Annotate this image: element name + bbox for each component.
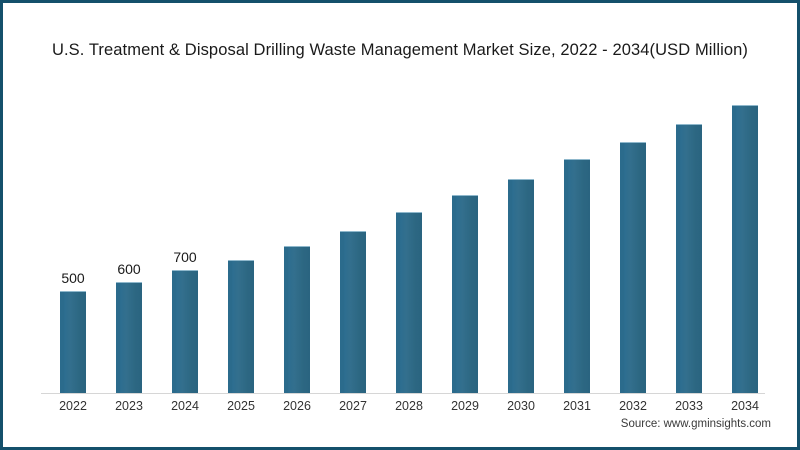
x-axis-tick-label: 2028 [395, 399, 423, 413]
bar[interactable] [508, 178, 534, 394]
x-axis-tick-label: 2024 [171, 399, 199, 413]
plot-area: 500 600 700 [41, 91, 765, 394]
bar-slot [549, 91, 605, 394]
bar[interactable] [732, 104, 758, 394]
x-axis-line [41, 393, 765, 394]
x-axis-tick-label: 2034 [731, 399, 759, 413]
bar[interactable] [228, 260, 254, 394]
bar-value-label: 700 [173, 249, 197, 266]
x-axis-tick-label: 2033 [675, 399, 703, 413]
x-axis-tick-label: 2027 [339, 399, 367, 413]
bar-slot [437, 91, 493, 394]
bar-slot [213, 91, 269, 394]
bar[interactable] [116, 281, 142, 394]
x-axis-tick-label: 2032 [619, 399, 647, 413]
bar[interactable] [172, 270, 198, 394]
x-axis-tick-label: 2030 [507, 399, 535, 413]
x-axis-tick-label: 2029 [451, 399, 479, 413]
bar[interactable] [60, 291, 86, 394]
x-axis-tick-label: 2022 [59, 399, 87, 413]
bar[interactable] [620, 141, 646, 394]
bar-value-label: 500 [61, 270, 85, 286]
bar-slot [381, 91, 437, 394]
x-axis-tick-label: 2031 [563, 399, 591, 413]
x-axis-tick-label: 2025 [227, 399, 255, 413]
bar[interactable] [564, 159, 590, 394]
bar-slot [717, 91, 773, 394]
bar-slot: 700 [157, 91, 213, 394]
chart-title: U.S. Treatment & Disposal Drilling Waste… [51, 41, 749, 59]
bar-slot: 600 [101, 91, 157, 394]
bar[interactable] [396, 211, 422, 394]
bar[interactable] [676, 124, 702, 394]
bar-slot [493, 91, 549, 394]
bar-slot [605, 91, 661, 394]
bar-slot: 500 [45, 91, 101, 394]
bar[interactable] [340, 231, 366, 394]
bar[interactable] [284, 245, 310, 394]
bar-slot [325, 91, 381, 394]
bar-slot [661, 91, 717, 394]
bar-slot [269, 91, 325, 394]
bars-layer: 500 600 700 [41, 91, 765, 394]
source-attribution: Source: www.gminsights.com [620, 418, 771, 430]
bar-value-label: 600 [117, 260, 141, 277]
x-axis-tick-label: 2023 [115, 399, 143, 413]
x-axis-tick-labels: 2022 2023 2024 2025 2026 2027 2028 2029 2030 2031… [41, 399, 765, 419]
bar[interactable] [452, 195, 478, 394]
x-axis-tick-label: 2026 [283, 399, 311, 413]
